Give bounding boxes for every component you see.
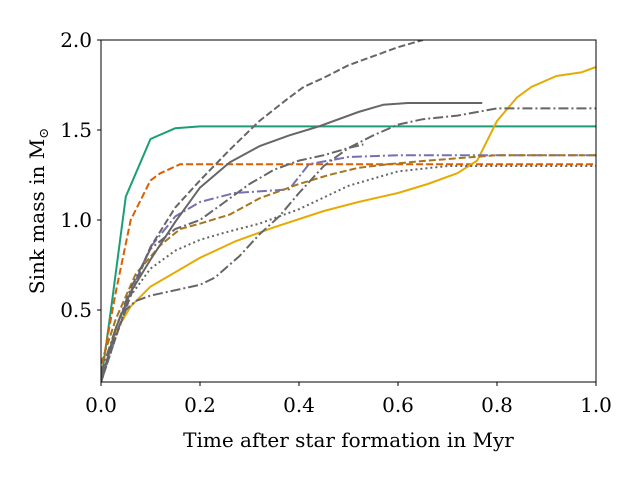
y-tick-label: 1.0	[60, 208, 92, 232]
tick-layer: 0.0 0.2 0.4 0.6 0.8 1.0 0.5 1.0 1.5 2.0	[60, 28, 612, 417]
series-line-1	[101, 125, 596, 382]
series-line-6	[101, 102, 483, 382]
x-tick-label: 0.2	[184, 393, 216, 417]
y-axis-label-subscript: ⊙	[37, 128, 52, 139]
series-line-2	[101, 163, 596, 374]
x-tick-label: 0.4	[283, 393, 315, 417]
y-tick-label: 0.5	[60, 298, 92, 322]
series-layer	[101, 40, 596, 382]
series-line-4	[101, 154, 596, 382]
series-line-5	[101, 154, 596, 365]
y-tick-label: 1.5	[60, 118, 92, 142]
x-axis-label: Time after star formation in Myr	[183, 428, 514, 452]
series-line-10	[101, 165, 596, 382]
y-axis-label: Sink mass in M⊙	[25, 128, 52, 294]
series-line-7	[101, 40, 424, 382]
y-tick-label: 2.0	[60, 28, 92, 52]
x-tick-label: 0.6	[382, 393, 414, 417]
series-line-3	[101, 66, 596, 382]
y-axis-label-text: Sink mass in M	[25, 139, 49, 294]
x-tick-label: 0.8	[481, 393, 513, 417]
x-tick-label: 0.0	[85, 393, 117, 417]
x-tick-label: 1.0	[580, 393, 612, 417]
series-line-9	[101, 143, 364, 374]
plot-frame	[100, 39, 597, 383]
